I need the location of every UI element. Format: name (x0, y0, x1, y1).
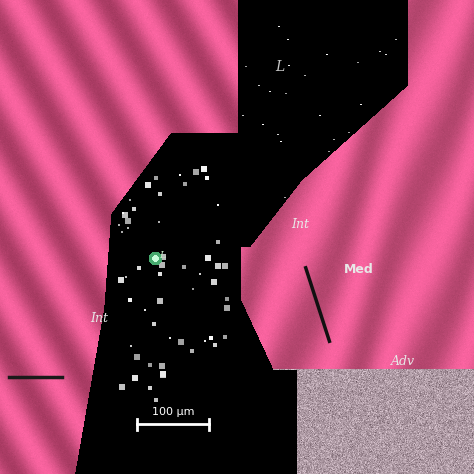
Text: Int: Int (90, 312, 108, 325)
Text: Med: Med (344, 263, 374, 275)
Text: L: L (275, 60, 284, 74)
Text: L: L (159, 251, 165, 260)
Text: Int: Int (292, 218, 310, 230)
Text: Adv: Adv (391, 355, 415, 368)
Text: 100 μm: 100 μm (152, 407, 194, 417)
